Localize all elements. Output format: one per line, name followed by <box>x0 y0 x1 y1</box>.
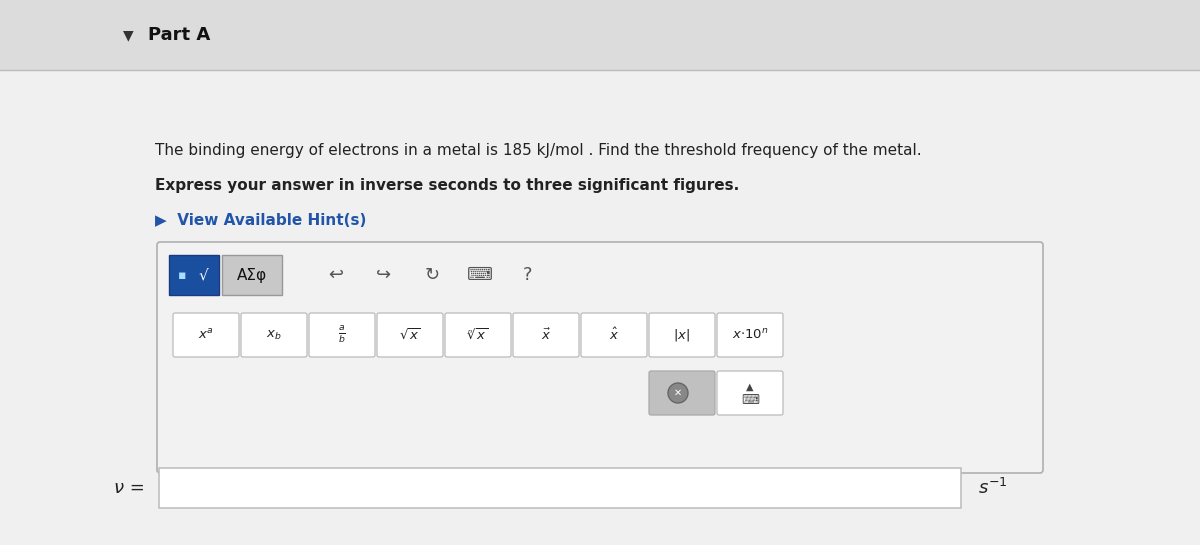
Text: The binding energy of electrons in a metal is 185 kJ/mol . Find the threshold fr: The binding energy of electrons in a met… <box>155 142 922 158</box>
FancyBboxPatch shape <box>310 313 374 357</box>
Text: $s^{-1}$: $s^{-1}$ <box>978 478 1008 498</box>
Text: ▲: ▲ <box>746 382 754 392</box>
Bar <box>0 70 1200 545</box>
FancyBboxPatch shape <box>241 313 307 357</box>
FancyBboxPatch shape <box>445 313 511 357</box>
Text: ?: ? <box>523 266 533 284</box>
Text: ▶  View Available Hint(s): ▶ View Available Hint(s) <box>155 213 366 227</box>
Text: ⌨: ⌨ <box>742 393 760 407</box>
Text: $\vec{x}$: $\vec{x}$ <box>541 328 551 343</box>
Text: $\sqrt[n]{x}$: $\sqrt[n]{x}$ <box>467 328 488 343</box>
Text: ↩: ↩ <box>329 266 343 284</box>
Text: $x^a$: $x^a$ <box>198 328 214 342</box>
Text: ↻: ↻ <box>425 266 439 284</box>
Text: ν =: ν = <box>114 479 145 497</box>
Text: ⌨: ⌨ <box>467 266 493 284</box>
Text: Express your answer in inverse seconds to three significant figures.: Express your answer in inverse seconds t… <box>155 178 739 192</box>
FancyBboxPatch shape <box>649 313 715 357</box>
FancyBboxPatch shape <box>173 313 239 357</box>
Text: ▪: ▪ <box>178 269 186 282</box>
Text: ▼: ▼ <box>122 28 133 42</box>
Text: ↪: ↪ <box>377 266 391 284</box>
Text: Part A: Part A <box>148 26 210 44</box>
FancyBboxPatch shape <box>169 255 220 295</box>
FancyBboxPatch shape <box>581 313 647 357</box>
Text: $\sqrt{x}$: $\sqrt{x}$ <box>400 328 421 343</box>
FancyBboxPatch shape <box>649 371 715 415</box>
Text: √: √ <box>198 268 208 282</box>
Text: $\hat{x}$: $\hat{x}$ <box>608 327 619 343</box>
Circle shape <box>668 383 688 403</box>
Bar <box>0 0 1200 70</box>
Text: $|x|$: $|x|$ <box>673 327 690 343</box>
Text: ✕: ✕ <box>674 388 682 398</box>
Text: $x{\cdot}10^n$: $x{\cdot}10^n$ <box>732 328 768 342</box>
FancyBboxPatch shape <box>377 313 443 357</box>
FancyBboxPatch shape <box>158 468 961 508</box>
FancyBboxPatch shape <box>514 313 580 357</box>
Text: $\frac{a}{b}$: $\frac{a}{b}$ <box>338 325 346 345</box>
Text: $x_b$: $x_b$ <box>266 329 282 342</box>
FancyBboxPatch shape <box>718 313 784 357</box>
FancyBboxPatch shape <box>718 371 784 415</box>
Text: ΑΣφ: ΑΣφ <box>236 268 268 282</box>
FancyBboxPatch shape <box>157 242 1043 473</box>
FancyBboxPatch shape <box>222 255 282 295</box>
